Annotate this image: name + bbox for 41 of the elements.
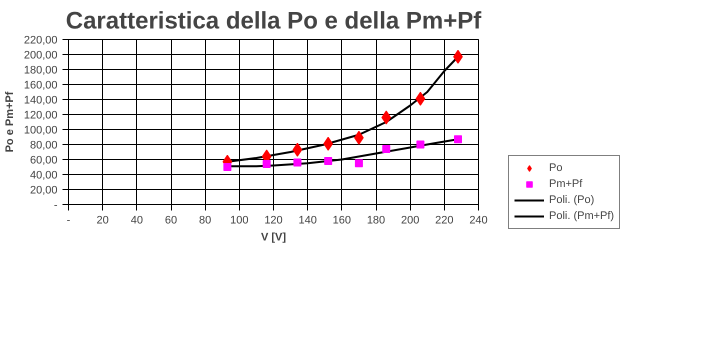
y-tick-label: 80,00: [30, 140, 58, 152]
y-tick-label: 220,00: [24, 34, 58, 46]
y-axis-title: Po e Pm+Pf: [4, 91, 16, 152]
legend-label: Poli. (Pm+Pf): [549, 209, 614, 223]
point: [293, 158, 302, 166]
x-axis-title: V [V]: [260, 232, 286, 244]
point: [223, 163, 232, 171]
point: [454, 135, 462, 144]
x-tick-label: -: [66, 214, 71, 226]
point: [354, 159, 363, 168]
legend-label: Pm+Pf: [549, 177, 582, 191]
x-tick-label: 220: [435, 214, 454, 226]
legend-label: Po: [549, 161, 564, 175]
y-tick-label: 200,00: [24, 50, 58, 62]
x-tick-label: 20: [96, 214, 109, 226]
x-tick-label: 240: [469, 214, 488, 226]
x-tick-label: 160: [332, 214, 352, 226]
x-tick-label: 120: [264, 214, 283, 226]
y-tick-label: 180,00: [24, 64, 58, 76]
y-tick-label: 20,00: [30, 184, 58, 196]
legend-label: Poli. (Po): [549, 193, 594, 207]
x-tick-label: 80: [199, 214, 212, 226]
point: [416, 140, 424, 148]
chart-title: Caratteristica della Po e della Pm+Pf: [66, 8, 482, 34]
point: [382, 145, 390, 153]
x-tick-label: 180: [366, 214, 386, 226]
point: [381, 110, 392, 124]
y-tick-label: 140,00: [24, 94, 58, 106]
y-tick-label: -: [54, 200, 58, 212]
y-tick-label: 40,00: [30, 170, 58, 182]
point: [262, 160, 271, 168]
y-tick-label: 160,00: [24, 80, 58, 92]
point: [324, 157, 332, 165]
y-tick-label: 100,00: [24, 124, 58, 136]
y-tick-label: 120,00: [24, 110, 58, 122]
x-tick-label: 200: [400, 214, 420, 226]
x-tick-label: 40: [130, 214, 143, 226]
x-tick-label: 100: [230, 214, 249, 226]
x-tick-label: 140: [298, 214, 317, 226]
x-tick-label: 60: [164, 214, 178, 226]
y-tick-label: 60,00: [30, 154, 58, 166]
